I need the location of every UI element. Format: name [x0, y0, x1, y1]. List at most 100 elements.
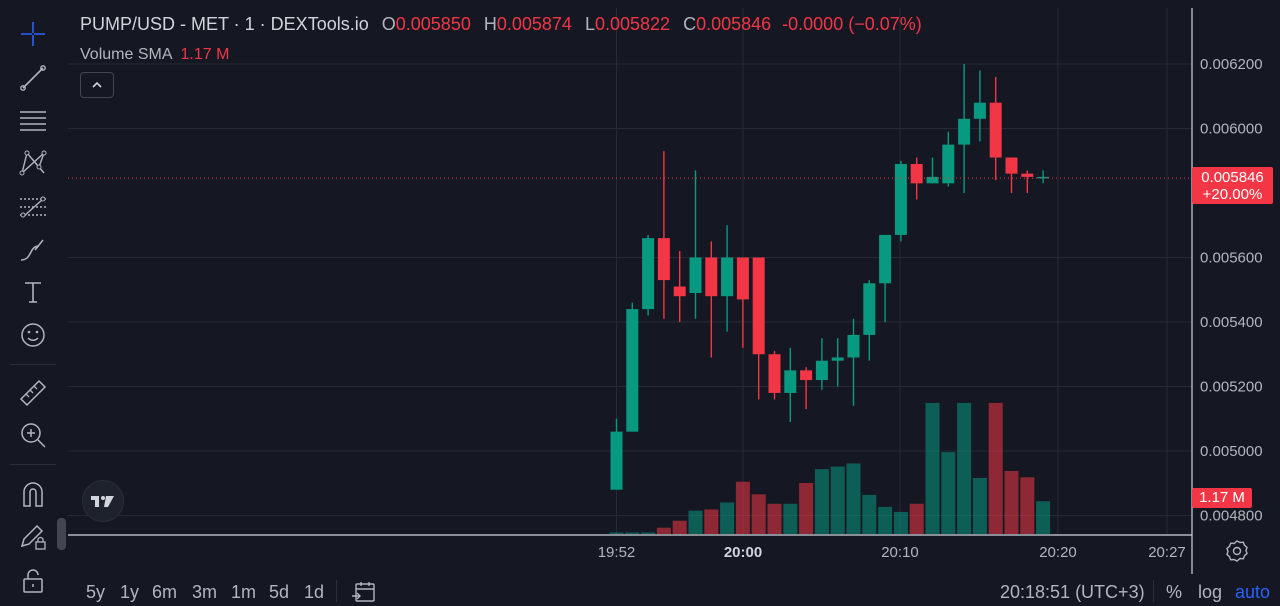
panel-scrollbar[interactable] [57, 518, 66, 550]
chart-legend: PUMP/USD - MET · 1 · DEXTools.io O0.0058… [80, 14, 922, 35]
bottom-divider [336, 580, 337, 602]
candle-body [815, 360, 828, 381]
candle-body [689, 257, 702, 293]
symbol-title[interactable]: PUMP/USD - MET · 1 · DEXTools.io [80, 14, 369, 34]
candlestick-chart[interactable]: 0.006200 0.006000 0.005600 0.005400 0.005200… [68, 0, 1280, 574]
settings-gear-icon[interactable] [1224, 538, 1250, 564]
candle-body [673, 286, 686, 297]
last-price-change: +20.00% [1202, 186, 1263, 203]
candle-body [879, 234, 892, 284]
volume-bar [957, 402, 972, 534]
ruler-icon[interactable] [12, 375, 54, 411]
high-label: H [483, 14, 497, 34]
candle-body [800, 370, 813, 381]
candle-body [926, 176, 939, 184]
candle-body [784, 370, 797, 393]
volume-bar [1036, 501, 1051, 534]
bottom-divider [1153, 580, 1154, 602]
toolbar-divider [10, 364, 56, 365]
x-tick-label: 20:20 [1039, 544, 1077, 561]
range-1m[interactable]: 1m [231, 582, 257, 602]
zoom-in-icon[interactable] [12, 417, 54, 453]
crosshair-icon[interactable] [12, 16, 54, 52]
volume-bar [799, 482, 814, 534]
percent-scale-toggle[interactable]: % [1166, 582, 1183, 602]
trend-line-icon[interactable] [12, 60, 54, 96]
candle-body [942, 144, 955, 184]
candles [610, 64, 1050, 490]
open-value: 0.005850 [395, 14, 471, 34]
range-5d[interactable]: 5d [269, 582, 290, 602]
y-tick-label: 0.005600 [1200, 250, 1263, 267]
candle-body [958, 118, 971, 145]
tradingview-logo-icon [91, 496, 114, 507]
lock-draw-icon[interactable] [12, 518, 54, 554]
tradingview-logo[interactable] [82, 480, 124, 522]
candle-body [657, 238, 670, 281]
candle-body [768, 354, 781, 393]
x-tick-label: 20:10 [881, 544, 919, 561]
y-tick-label: 0.006200 [1200, 56, 1263, 73]
volume-badge: 1.17 M [1192, 488, 1252, 508]
candle-body [863, 283, 876, 335]
chart-grid [68, 0, 1192, 535]
lock-icon[interactable] [12, 562, 54, 598]
candle-body [847, 334, 860, 358]
x-tick-label: 19:52 [598, 544, 636, 561]
range-5y[interactable]: 5y [86, 582, 106, 602]
magnet-icon[interactable] [12, 476, 54, 512]
volume-bar [846, 463, 861, 534]
candle-body [721, 257, 734, 297]
close-value: 0.005846 [696, 14, 772, 34]
collapse-legend-button[interactable] [80, 72, 114, 98]
high-value: 0.005874 [496, 14, 572, 34]
volume-bar [814, 469, 829, 534]
emoji-icon[interactable] [12, 317, 54, 353]
toolbar-divider [10, 464, 56, 465]
fib-icon[interactable] [12, 189, 54, 225]
candle-body [736, 257, 749, 300]
volume-bar [704, 509, 719, 534]
y-tick-label: 0.006000 [1200, 121, 1263, 138]
range-3m[interactable]: 3m [192, 582, 218, 602]
range-6m[interactable]: 6m [152, 582, 178, 602]
candle-body [642, 238, 655, 310]
y-tick-label: 0.005000 [1200, 443, 1263, 460]
low-label: L [584, 14, 595, 34]
candle-body [705, 257, 718, 297]
bottom-toolbar: 5y 1y 6m 3m 1m 5d 1d 20:18:51 (UTC+3) % … [68, 574, 1280, 606]
text-icon[interactable] [12, 274, 54, 310]
volume-bar [688, 510, 703, 534]
volume-bar [878, 506, 893, 534]
y-tick-label: 0.004800 [1200, 508, 1263, 525]
drawing-toolbar [0, 0, 68, 606]
candle-body [1037, 176, 1050, 179]
open-label: O [381, 14, 396, 34]
volume-bar [656, 527, 671, 534]
candle-body [1005, 157, 1018, 174]
volume-bar [893, 511, 908, 534]
goto-date-icon[interactable] [350, 579, 378, 605]
last-price-value: 0.005846 [1201, 169, 1264, 186]
brush-icon[interactable] [12, 232, 54, 268]
timezone-clock[interactable]: 20:18:51 (UTC+3) [1000, 582, 1145, 602]
candle-body [752, 257, 765, 355]
last-price-badge: 0.005846 +20.00% [1192, 167, 1273, 204]
volume-bar [625, 532, 640, 534]
volume-bar [641, 532, 656, 534]
candle-body [1021, 173, 1034, 177]
chart-axes: 0.006200 0.006000 0.005600 0.005400 0.005200… [68, 8, 1263, 574]
volume-bar [609, 532, 624, 534]
pattern-icon[interactable] [12, 145, 54, 181]
log-scale-toggle[interactable]: log [1198, 582, 1223, 602]
auto-scale-toggle[interactable]: auto [1235, 582, 1271, 602]
range-1y[interactable]: 1y [120, 582, 140, 602]
horizontal-lines-icon[interactable] [12, 102, 54, 138]
range-1d[interactable]: 1d [304, 582, 325, 602]
volume-label[interactable]: Volume SMA [80, 46, 173, 63]
x-tick-label: 20:00 [724, 544, 762, 561]
candle-body [626, 309, 639, 432]
y-tick-label: 0.005200 [1200, 379, 1263, 396]
volume-bar [672, 520, 687, 534]
volume-bar [830, 466, 845, 534]
